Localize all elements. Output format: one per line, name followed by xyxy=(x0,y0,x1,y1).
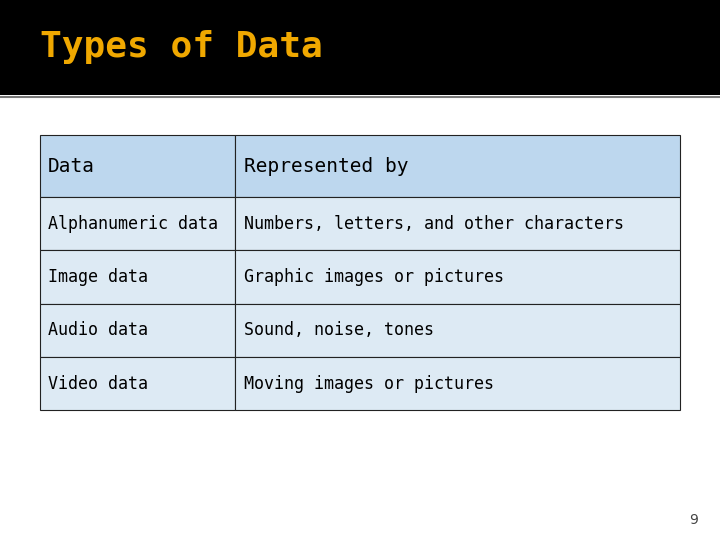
Text: Image data: Image data xyxy=(48,268,148,286)
Text: Graphic images or pictures: Graphic images or pictures xyxy=(243,268,504,286)
Text: Data: Data xyxy=(48,157,95,176)
Text: Audio data: Audio data xyxy=(48,321,148,340)
Text: 9: 9 xyxy=(690,512,698,526)
Text: Alphanumeric data: Alphanumeric data xyxy=(48,215,218,233)
Text: Types of Data: Types of Data xyxy=(40,30,323,64)
Text: Moving images or pictures: Moving images or pictures xyxy=(243,375,494,393)
Text: Sound, noise, tones: Sound, noise, tones xyxy=(243,321,433,340)
Text: Represented by: Represented by xyxy=(243,157,408,176)
Text: Numbers, letters, and other characters: Numbers, letters, and other characters xyxy=(243,215,624,233)
Text: Video data: Video data xyxy=(48,375,148,393)
